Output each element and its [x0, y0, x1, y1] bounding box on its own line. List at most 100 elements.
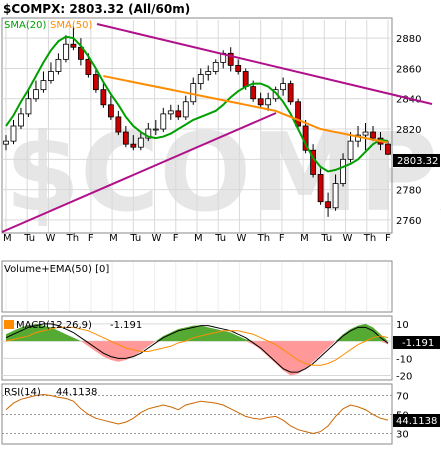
- price-x-axis: M Tu W Th F M Tu W F M Tu W Th F M Tu W Th F: [3, 233, 391, 244]
- candle-body: [385, 143, 391, 155]
- price-x-tick-label: Tu: [23, 233, 35, 244]
- rsi-header-value: 44.1138: [56, 387, 97, 398]
- price-x-tick-label: W: [343, 233, 353, 244]
- price-y-tick-label: 2760: [396, 216, 421, 227]
- candle-body: [340, 158, 346, 184]
- candle-body: [190, 83, 197, 103]
- candle-body: [250, 86, 257, 100]
- candle-body: [100, 89, 107, 106]
- candle-body: [212, 62, 219, 72]
- candle-body: [332, 183, 339, 209]
- candle-body: [137, 137, 144, 148]
- rsi-panel: 705030 RSI(14) 44.1138 44.1138: [1, 383, 440, 445]
- price-y-tick-label: 2820: [396, 125, 421, 136]
- price-x-tick-label: M: [300, 233, 309, 244]
- candle-body: [295, 101, 302, 127]
- candle-body: [265, 98, 272, 106]
- candle-body: [85, 58, 92, 75]
- macd-signal-line: [5, 326, 389, 366]
- legend-sma20: SMA(20): [4, 20, 46, 31]
- price-x-tick-label: W: [152, 233, 162, 244]
- candle-body: [287, 83, 294, 103]
- candle-body: [25, 98, 32, 115]
- sma-line: [103, 75, 389, 144]
- candle-body: [182, 101, 189, 118]
- rsi-last-value-box: [393, 414, 440, 427]
- candle-body: [10, 125, 17, 142]
- macd-y-axis: 100-10-20: [396, 320, 412, 383]
- candle-body: [107, 104, 114, 118]
- rsi-line: [5, 394, 389, 435]
- rsi-grid: [2, 395, 392, 434]
- macd-header-value: -1.191: [110, 320, 142, 331]
- price-x-tick-label: M: [3, 233, 12, 244]
- price-panel-border: [1, 17, 393, 234]
- candle-body: [63, 43, 69, 60]
- price-x-tick-label: F: [173, 233, 179, 244]
- price-x-tick-label: M: [109, 233, 118, 244]
- price-x-tick-label: F: [279, 233, 285, 244]
- rsi-y-tick-label: 30: [396, 430, 409, 441]
- candle-body: [115, 116, 122, 133]
- candle-body: [197, 74, 204, 84]
- chart-title: $COMPX: 2803.32 (All/60m): [3, 2, 190, 16]
- volume-grid: [5, 262, 389, 311]
- candle-body: [167, 110, 174, 115]
- price-x-tick-label: M: [194, 233, 203, 244]
- volume-panel: Volume+EMA(50) [0]: [1, 260, 393, 313]
- candle-body: [3, 140, 9, 145]
- candle-body: [280, 83, 287, 91]
- watermark-text: $COMPX: [5, 111, 441, 236]
- price-x-tick-label: F: [88, 233, 94, 244]
- upper-trendline: [96, 23, 433, 105]
- legend-sma50: SMA(50): [50, 20, 92, 31]
- price-x-tick-label: Tu: [320, 233, 332, 244]
- price-x-tick-label: Th: [257, 233, 270, 244]
- rsi-y-tick-label: 70: [396, 392, 409, 403]
- candle-body: [370, 131, 376, 139]
- candle-body: [227, 52, 234, 66]
- candle-body: [40, 80, 47, 91]
- candle-body: [317, 174, 324, 203]
- price-last-value-box: [393, 154, 440, 167]
- macd-panel: 100-10-20 MACD(12,26,9) -1.191 -1.191: [1, 315, 440, 383]
- rsi-panel-title: RSI(14): [4, 387, 41, 398]
- macd-y-tick-label: -10: [396, 354, 412, 365]
- candle-body: [18, 113, 24, 127]
- price-y-tick-label: 2860: [396, 64, 421, 75]
- rsi-line-group: [5, 394, 389, 435]
- price-x-tick-label: Tu: [214, 233, 226, 244]
- macd-histogram-negative: [6, 341, 388, 376]
- macd-last-value: -1.191: [402, 338, 434, 349]
- candle-body: [235, 65, 242, 72]
- rsi-last-value: 44.1138: [396, 416, 437, 427]
- candle-body: [145, 128, 152, 139]
- macd-last-value-box: [393, 336, 440, 349]
- price-x-tick-label: Tu: [129, 233, 141, 244]
- candle-body: [55, 58, 62, 72]
- volume-panel-border: [1, 260, 393, 313]
- candle-body: [152, 128, 159, 131]
- price-x-tick-label: Th: [66, 233, 79, 244]
- price-last-value: 2803.32: [397, 156, 438, 167]
- price-y-tick-label: 2880: [396, 34, 421, 45]
- candle-body: [257, 98, 264, 106]
- macd-y-tick-label: -20: [396, 372, 412, 383]
- candle-body: [48, 71, 54, 81]
- candle-body: [160, 113, 167, 130]
- candle-body: [242, 71, 249, 88]
- sma-line: [5, 35, 389, 173]
- macd-histogram: [6, 323, 388, 376]
- macd-line: [5, 323, 389, 373]
- price-x-tick-label: Th: [363, 233, 376, 244]
- candle-body: [325, 201, 331, 209]
- candle-body: [122, 131, 129, 145]
- candle-body: [362, 131, 369, 136]
- price-y-tick-label: 2780: [396, 186, 421, 197]
- price-y-tick-label: 2840: [396, 95, 421, 106]
- price-panel: 2760278028002820284028602880 MTuWThFMTuW…: [1, 17, 440, 244]
- sma-lines: [5, 35, 389, 173]
- macd-histogram-positive: [6, 323, 388, 342]
